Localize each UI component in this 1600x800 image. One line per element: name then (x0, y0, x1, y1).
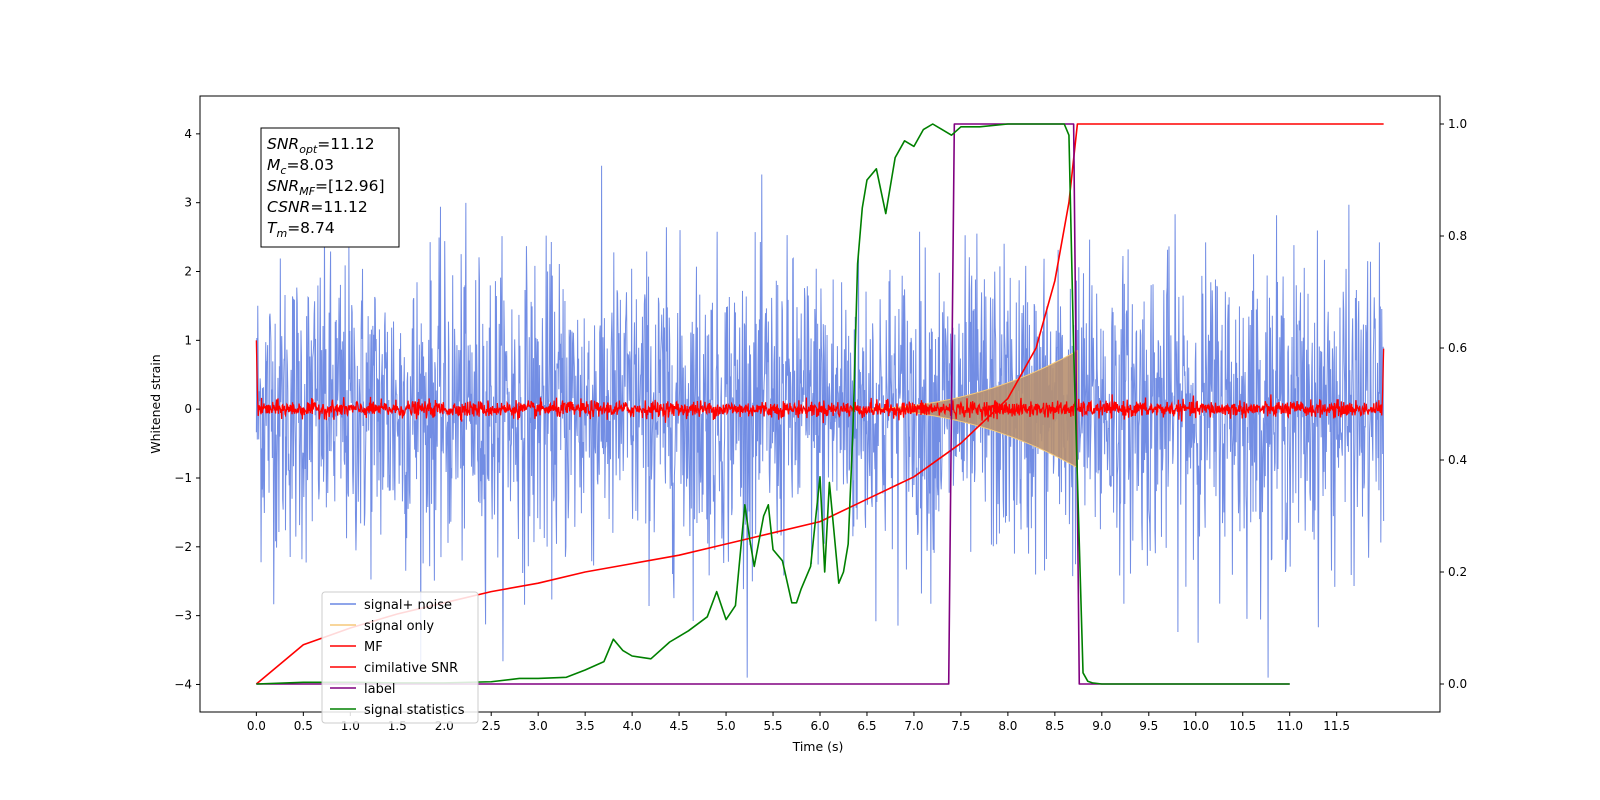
x-tick-label: 7.0 (904, 719, 923, 733)
axes-ticks: 0.0 0.5 1.0 1.5 2.0 2.5 3.0 3.5 4.0 4.5 5.0 5.5 6.0 6… (174, 117, 1467, 733)
y-tick-label: −3 (174, 609, 192, 623)
annotation-frame (260, 127, 400, 248)
legend-entry: signal statistics (330, 703, 465, 718)
legend: signal+ noise signal only MF cimilative SNR… (321, 591, 479, 724)
annotation-value: =11.12 (317, 135, 374, 153)
x-tick-label: 10.5 (1229, 719, 1256, 733)
x-tick-label: 11.5 (1323, 719, 1350, 733)
x-tick-label: 0.0 (247, 719, 266, 733)
legend-label: cimilative SNR (364, 661, 458, 676)
y-tick-label: 0 (184, 402, 192, 416)
x-tick-label: 6.0 (810, 719, 829, 733)
legend-entry: cimilative SNR (330, 661, 458, 676)
annotation-subscript: MF (299, 185, 315, 198)
x-tick-label: 0.5 (294, 719, 313, 733)
x-tick-label: 4.5 (670, 719, 689, 733)
legend-entry: MF (330, 640, 383, 655)
y-tick-label-right: 1.0 (1448, 117, 1467, 131)
annotation-subscript: c (280, 164, 286, 177)
legend-label: label (364, 682, 395, 697)
y-tick-label: 2 (184, 265, 192, 279)
plot-area (255, 123, 1385, 685)
series-signal-statistics (256, 123, 1290, 685)
series-mf (255, 340, 1385, 424)
x-tick-label: 11.0 (1276, 719, 1303, 733)
x-tick-label: 10.0 (1182, 719, 1209, 733)
annotation-value: =[12.96] (315, 177, 384, 195)
y-tick-label: −2 (174, 540, 192, 554)
legend-entry: signal+ noise (330, 598, 452, 613)
y-tick-label: 1 (184, 333, 192, 347)
x-tick-label: 4.0 (623, 719, 642, 733)
annotation-symbol: CSNR (267, 198, 310, 216)
y-tick-label-right: 0.6 (1448, 341, 1467, 355)
annotation-symbol: T (267, 219, 278, 237)
annotation-box: SNRopt=11.12Mc=8.03SNRMF=[12.96]CSNR=11.… (260, 127, 400, 248)
legend-label: signal statistics (364, 703, 465, 718)
x-tick-label: 9.5 (1139, 719, 1158, 733)
y-tick-label: −1 (174, 471, 192, 485)
annotation-subscript: opt (299, 143, 318, 156)
x-tick-label: 6.5 (857, 719, 876, 733)
annotation-value: =11.12 (310, 198, 367, 216)
y-tick-label-right: 0.8 (1448, 229, 1467, 243)
annotation-value: =8.74 (287, 219, 335, 237)
annotation-line: SNRopt=11.12 (267, 135, 375, 156)
x-tick-label: 3.0 (529, 719, 548, 733)
annotation-line: Mc=8.03 (267, 156, 334, 177)
annotation-symbol: SNR (267, 177, 299, 195)
y-tick-label-right: 0.2 (1448, 565, 1467, 579)
legend-frame (321, 591, 479, 724)
annotation-line: Tm=8.74 (267, 219, 335, 240)
annotation-symbol: M (267, 156, 280, 174)
annotation-line: CSNR=11.12 (267, 198, 368, 216)
legend-entry: signal only (330, 619, 434, 634)
series-signal-noise (255, 165, 1385, 678)
legend-label: MF (364, 640, 383, 655)
annotation-line: SNRMF=[12.96] (267, 177, 385, 198)
y-tick-label: −4 (174, 677, 192, 691)
y-tick-label: 3 (184, 196, 192, 210)
y-axis-label: Whitened strain (148, 354, 163, 453)
x-tick-label: 9.0 (1092, 719, 1111, 733)
annotation-subscript: m (276, 227, 287, 240)
x-tick-label: 3.5 (576, 719, 595, 733)
legend-label: signal only (364, 619, 434, 634)
x-tick-label: 5.0 (717, 719, 736, 733)
x-tick-label: 2.5 (482, 719, 501, 733)
annotation-value: =8.03 (286, 156, 334, 174)
x-axis-label: Time (s) (792, 739, 844, 754)
y-tick-label-right: 0.4 (1448, 453, 1467, 467)
legend-entry: label (330, 682, 395, 697)
x-tick-label: 8.5 (1045, 719, 1064, 733)
y-tick-label-right: 0.0 (1448, 677, 1467, 691)
y-tick-label: 4 (184, 127, 192, 141)
annotation-symbol: SNR (267, 135, 299, 153)
legend-label: signal+ noise (364, 598, 452, 613)
x-tick-label: 7.5 (951, 719, 970, 733)
x-tick-label: 5.5 (763, 719, 782, 733)
x-tick-label: 8.0 (998, 719, 1017, 733)
